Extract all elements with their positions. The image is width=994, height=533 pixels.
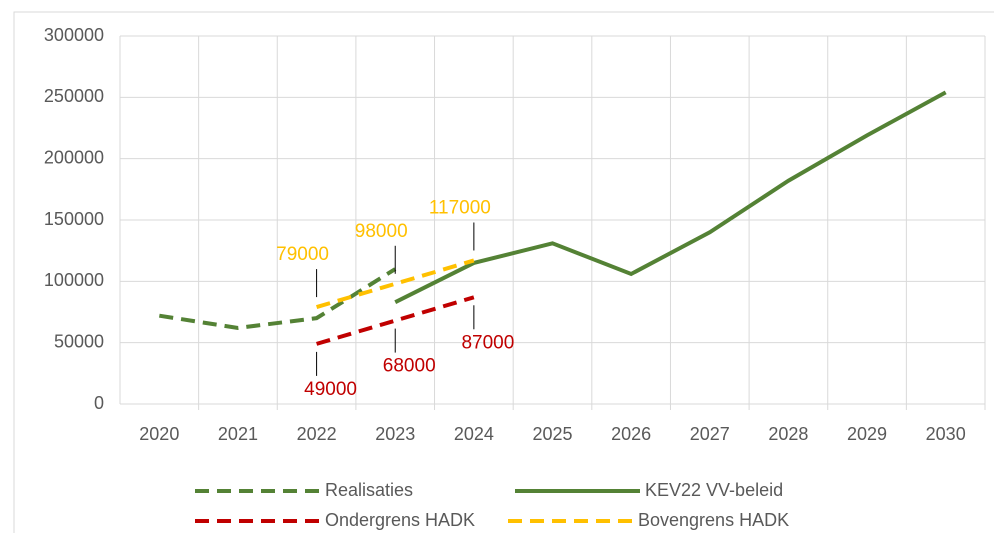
series-line: [316, 258, 475, 310]
y-tick-label: 100000: [44, 270, 104, 290]
legend-label: Ondergrens HADK: [325, 510, 475, 530]
data-label: 87000: [461, 332, 514, 353]
y-tick-label: 50000: [54, 331, 104, 351]
legend-label: Bovengrens HADK: [638, 510, 789, 530]
series-line: [316, 295, 475, 346]
data-label: 117000: [429, 197, 491, 218]
data-label: 68000: [383, 356, 436, 377]
x-tick-label: 2020: [139, 424, 179, 444]
data-label: 49000: [304, 379, 357, 400]
y-tick-label: 0: [94, 393, 104, 413]
x-tick-label: 2023: [375, 424, 415, 444]
data-label: 79000: [276, 244, 329, 265]
y-tick-label: 150000: [44, 209, 104, 229]
series-line: [159, 267, 397, 330]
x-tick-label: 2030: [926, 424, 966, 444]
y-tick-label: 250000: [44, 86, 104, 106]
x-tick-label: 2028: [768, 424, 808, 444]
x-tick-label: 2024: [454, 424, 494, 444]
data-label: 98000: [355, 221, 408, 242]
x-tick-label: 2025: [532, 424, 572, 444]
legend-label: Realisaties: [325, 480, 413, 500]
y-tick-label: 200000: [44, 147, 104, 167]
x-tick-label: 2022: [297, 424, 337, 444]
legend-label: KEV22 VV-beleid: [645, 480, 783, 500]
x-tick-label: 2021: [218, 424, 258, 444]
x-tick-label: 2026: [611, 424, 651, 444]
chart-border: [13, 11, 994, 533]
x-tick-label: 2029: [847, 424, 887, 444]
x-tick-label: 2027: [690, 424, 730, 444]
y-tick-label: 300000: [44, 25, 104, 45]
series-line: [394, 90, 947, 304]
